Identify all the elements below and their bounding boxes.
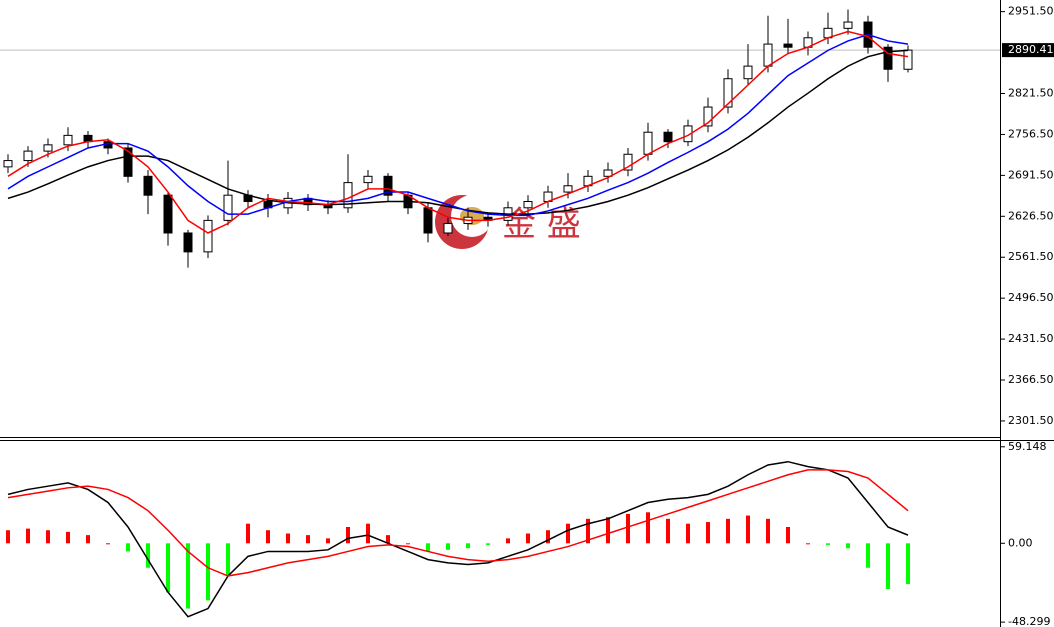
candle-body xyxy=(883,46,893,70)
candle-body xyxy=(43,144,53,152)
y-tick-label: 2366.50 xyxy=(1008,373,1054,386)
y-tick-label: 2951.50 xyxy=(1008,5,1054,18)
histogram-bar xyxy=(6,530,10,544)
candle-body xyxy=(143,175,153,196)
histogram-bar xyxy=(526,533,530,544)
candle-body xyxy=(703,106,713,127)
histogram-bar xyxy=(66,531,70,544)
histogram-bar xyxy=(506,538,510,544)
y-tick-label: 2821.50 xyxy=(1008,87,1054,100)
histogram-bar xyxy=(306,535,310,544)
histogram-bar xyxy=(326,538,330,544)
candle-body xyxy=(643,131,653,155)
candle-body xyxy=(523,200,533,209)
histogram-bar xyxy=(866,543,870,568)
histogram-bar xyxy=(806,543,810,545)
candle-body xyxy=(603,169,613,177)
candle-body xyxy=(663,131,673,143)
candle-body xyxy=(903,49,913,70)
histogram-bar xyxy=(146,543,150,568)
candle-body xyxy=(163,194,173,234)
candle-body xyxy=(363,175,373,184)
histogram-bar xyxy=(386,535,390,544)
indicator-line xyxy=(7,469,909,577)
histogram-bar xyxy=(726,518,730,544)
histogram-bar xyxy=(666,518,670,544)
histogram-bar xyxy=(706,522,710,544)
histogram-bar xyxy=(346,526,350,544)
candle-body xyxy=(63,134,73,146)
histogram-bar xyxy=(106,543,110,545)
histogram-bar xyxy=(846,543,850,549)
histogram-bar xyxy=(246,523,250,544)
histogram-bar xyxy=(46,530,50,544)
histogram-bar xyxy=(206,543,210,601)
histogram-bar xyxy=(446,543,450,550)
histogram-bar xyxy=(826,543,830,545)
histogram-bar xyxy=(286,533,290,544)
candle-body xyxy=(23,150,33,162)
candle-body xyxy=(843,21,853,29)
y-tick-label: 2756.50 xyxy=(1008,127,1054,140)
y-tick-label: 2561.50 xyxy=(1008,250,1054,263)
histogram-bar xyxy=(486,543,490,545)
watermark: 金 盛 xyxy=(502,205,581,245)
indicator-line xyxy=(7,30,909,234)
histogram-bar xyxy=(26,528,30,544)
histogram-bar xyxy=(426,543,430,552)
histogram-bar xyxy=(606,517,610,544)
indicator-line xyxy=(7,460,909,618)
y-tick-label: 0.00 xyxy=(1008,536,1033,549)
histogram-bar xyxy=(166,543,170,593)
candle-body xyxy=(623,153,633,171)
y-tick-label: 2431.50 xyxy=(1008,332,1054,345)
histogram-bar xyxy=(746,515,750,544)
histogram-bar xyxy=(886,543,890,589)
candle-body xyxy=(563,185,573,193)
y-tick-label: 59.148 xyxy=(1008,440,1047,453)
histogram-bar xyxy=(406,543,410,545)
histogram-bar xyxy=(546,530,550,544)
price-badge xyxy=(1002,43,1054,58)
candle-body xyxy=(683,125,693,143)
histogram-bar xyxy=(906,543,910,585)
histogram-bar xyxy=(786,526,790,544)
histogram-bar xyxy=(86,535,90,544)
histogram-bar xyxy=(226,543,230,576)
y-tick-label: 2301.50 xyxy=(1008,414,1054,427)
candle-body xyxy=(743,65,753,80)
histogram-bar xyxy=(186,543,190,609)
histogram-bar xyxy=(266,530,270,544)
histogram-bar xyxy=(686,523,690,544)
histogram-bar xyxy=(466,543,470,549)
histogram-bar xyxy=(646,512,650,544)
histogram-bar xyxy=(566,523,570,544)
candle-body xyxy=(183,232,193,253)
current-price-label: 2890.41 xyxy=(1008,43,1054,56)
histogram-bar xyxy=(626,513,630,544)
y-tick-label: -48.299 xyxy=(1008,615,1050,627)
y-tick-label: 2626.50 xyxy=(1008,209,1054,222)
candle-body xyxy=(343,182,353,209)
y-tick-label: 2691.50 xyxy=(1008,168,1054,181)
candle-body xyxy=(203,219,213,253)
candle-body xyxy=(783,43,793,48)
candle-body xyxy=(763,43,773,67)
histogram-bar xyxy=(366,523,370,544)
candle-body xyxy=(723,78,733,108)
candle-body xyxy=(123,147,133,177)
candle-body xyxy=(383,175,393,196)
candle-body xyxy=(3,160,13,168)
histogram-bar xyxy=(586,518,590,544)
y-tick-label: 2496.50 xyxy=(1008,291,1054,304)
histogram-bar xyxy=(766,518,770,544)
histogram-bar xyxy=(126,543,130,552)
candle-body xyxy=(223,194,233,221)
candle-body xyxy=(443,223,453,234)
indicator-line xyxy=(7,33,909,217)
candle-body xyxy=(423,207,433,234)
